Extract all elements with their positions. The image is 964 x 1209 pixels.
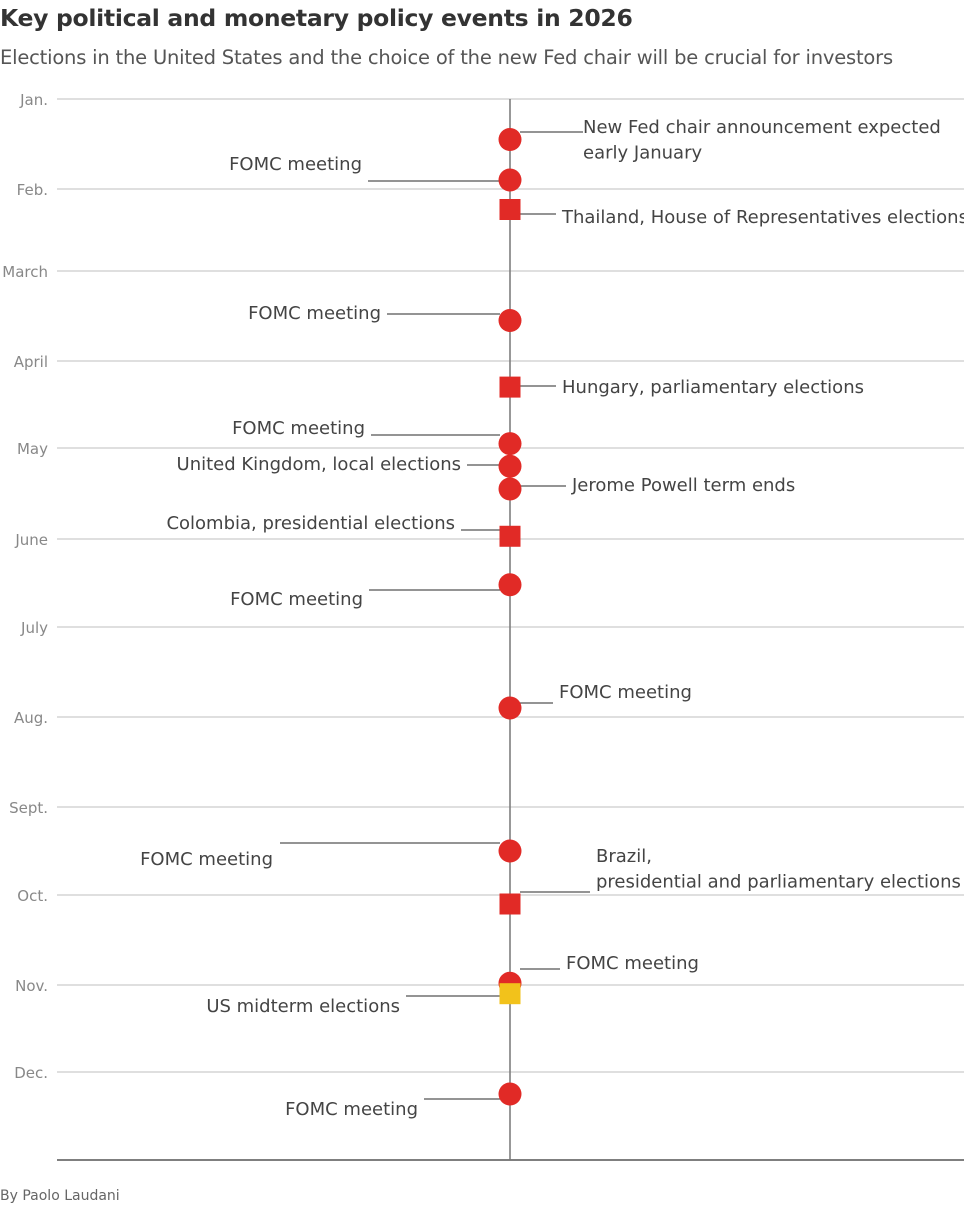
event-label-line: FOMC meeting — [229, 154, 362, 175]
event-circle-marker — [498, 128, 522, 151]
event-label-line: presidential and parliamentary elections — [596, 872, 961, 893]
marker-layer — [498, 128, 522, 1106]
event-label: Thailand, House of Representatives elect… — [561, 207, 964, 228]
event-label-line: FOMC meeting — [232, 418, 365, 439]
event-square-marker — [499, 893, 521, 915]
event-label: Jerome Powell term ends — [571, 475, 795, 496]
event-label: FOMC meeting — [232, 418, 365, 439]
event-circle-marker — [498, 454, 522, 478]
chart-title: Key political and monetary policy events… — [0, 4, 633, 32]
event-label-line: FOMC meeting — [248, 303, 381, 324]
event-label-line: Thailand, House of Representatives elect… — [561, 207, 964, 228]
month-label: Nov. — [15, 977, 48, 995]
timeline-chart: Jan. Feb. March April May June July Aug. Sept. Oc… — [2, 91, 964, 1161]
month-label: April — [14, 353, 48, 371]
month-label: July — [20, 619, 48, 637]
event-circle-marker — [498, 309, 522, 332]
grid-layer: Jan. Feb. March April May June July Aug. Sept. Oc… — [2, 91, 964, 1161]
event-label: FOMC meeting — [285, 1099, 418, 1120]
event-label-line: Jerome Powell term ends — [571, 475, 795, 496]
event-label: FOMC meeting — [140, 849, 273, 870]
event-circle-marker — [498, 839, 522, 863]
event-label-line: New Fed chair announcement expected — [583, 117, 941, 138]
event-label: FOMC meeting — [229, 154, 362, 175]
event-circle-marker — [498, 696, 522, 720]
event-square-marker — [499, 525, 521, 547]
event-square-marker — [499, 199, 521, 220]
month-label: Oct. — [17, 887, 48, 905]
event-label: New Fed chair announcement expected early… — [583, 117, 941, 164]
event-label: FOMC meeting — [230, 589, 363, 610]
event-label-line: US midterm elections — [206, 996, 400, 1017]
byline: By Paolo Laudani — [0, 1188, 120, 1204]
event-label: FOMC meeting — [559, 682, 692, 703]
event-circle-marker — [498, 1082, 522, 1106]
event-circle-marker — [498, 432, 522, 456]
event-label-line: FOMC meeting — [230, 589, 363, 610]
chart-subtitle: Elections in the United States and the c… — [0, 46, 893, 69]
event-label-line: FOMC meeting — [140, 849, 273, 870]
event-square-marker — [499, 376, 521, 398]
event-circle-marker — [498, 477, 522, 501]
event-label-line: early January — [583, 143, 702, 164]
event-label-line: FOMC meeting — [285, 1099, 418, 1120]
event-label: FOMC meeting — [566, 953, 699, 974]
month-label: Sept. — [9, 799, 48, 817]
label-layer: New Fed chair announcement expected early… — [140, 117, 964, 1120]
event-label-line: Hungary, parliamentary elections — [562, 377, 864, 398]
month-label: March — [2, 263, 48, 281]
event-label-line: FOMC meeting — [559, 682, 692, 703]
event-circle-marker — [498, 168, 522, 192]
event-square-marker — [499, 983, 521, 1005]
leader-layer — [280, 131, 590, 1100]
event-label-line: FOMC meeting — [566, 953, 699, 974]
event-label: Hungary, parliamentary elections — [562, 377, 864, 398]
month-label: June — [14, 531, 48, 549]
month-label: May — [17, 440, 48, 458]
month-label: Dec. — [14, 1064, 48, 1082]
event-label-line: United Kingdom, local elections — [177, 454, 461, 475]
event-label: United Kingdom, local elections — [177, 454, 461, 475]
event-label: FOMC meeting — [248, 303, 381, 324]
month-label: Aug. — [14, 709, 48, 727]
month-label: Feb. — [17, 181, 48, 199]
month-label: Jan. — [19, 91, 48, 109]
event-label-line: Brazil, — [596, 846, 652, 867]
event-label-line: Colombia, presidential elections — [166, 513, 455, 534]
event-label: Brazil, presidential and parliamentary el… — [596, 846, 961, 893]
event-label: Colombia, presidential elections — [166, 513, 455, 534]
event-label: US midterm elections — [206, 996, 400, 1017]
event-circle-marker — [498, 573, 522, 597]
